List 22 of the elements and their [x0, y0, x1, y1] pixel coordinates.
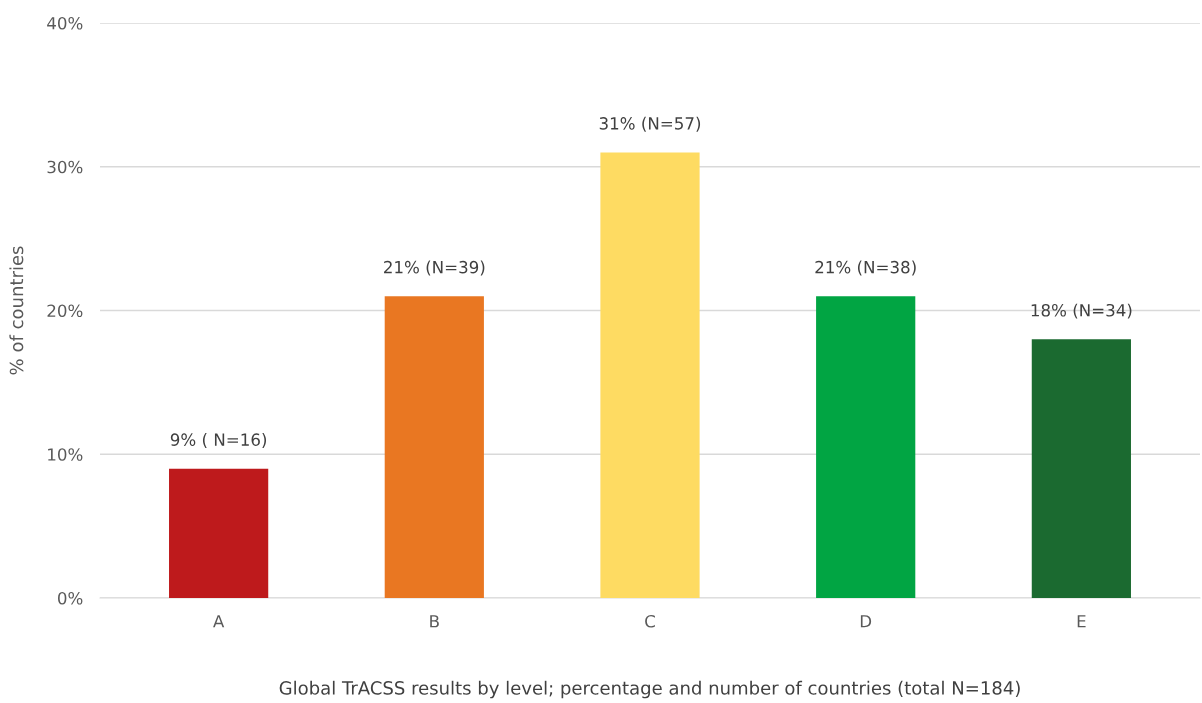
- y-axis-title: % of countries: [9, 246, 24, 375]
- x-tick-label: D: [860, 615, 872, 628]
- x-tick-label: C: [645, 614, 655, 628]
- bar: [1031, 339, 1131, 598]
- x-tick-label: E: [1077, 615, 1086, 628]
- x-axis-title: Global TrACSS results by level; percentage and number of countries (total N=184): [279, 680, 1020, 699]
- y-tick-label: 40%: [47, 16, 83, 30]
- y-tick-label: 0%: [57, 591, 83, 605]
- bar: [600, 152, 700, 598]
- data-label: 31% (N=57): [599, 116, 701, 132]
- data-label: 21% (N=38): [815, 260, 916, 276]
- y-tick-label: 20%: [47, 304, 83, 318]
- x-tick-label: B: [430, 615, 439, 628]
- bar: [384, 296, 484, 598]
- x-tick-label: A: [213, 615, 225, 628]
- y-tick-label: 10%: [48, 448, 83, 461]
- data-label: 9% ( N=16): [170, 433, 267, 448]
- data-label: 21% (N=39): [384, 260, 485, 276]
- data-label: 18% (N=34): [1031, 303, 1132, 319]
- bar: [816, 296, 916, 598]
- y-tick-label: 30%: [47, 160, 83, 174]
- bar: [169, 468, 269, 598]
